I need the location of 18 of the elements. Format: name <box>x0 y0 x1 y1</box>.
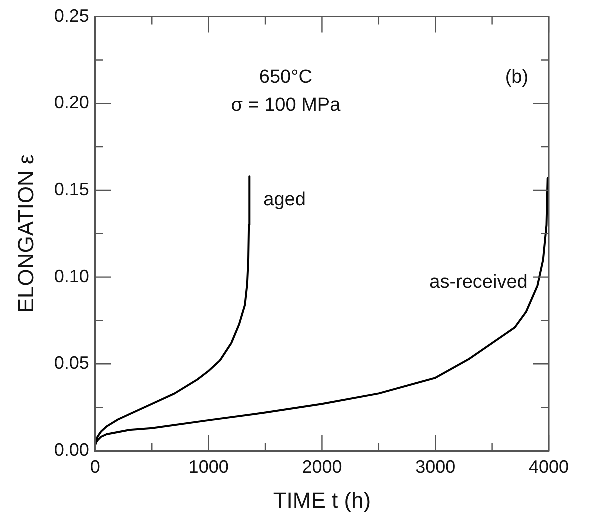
y-tick-label: 0.10 <box>54 266 90 286</box>
series-label: as-received <box>430 272 528 293</box>
x-tick-label: 2000 <box>302 456 342 477</box>
annotation: σ = 100 MPa <box>231 95 342 116</box>
y-tick-label: 0.25 <box>54 6 90 26</box>
x-tick-label: 4000 <box>528 456 570 477</box>
x-tick-label: 0 <box>90 456 100 477</box>
x-tick-label: 3000 <box>416 456 456 477</box>
y-tick-label: 0.05 <box>54 353 90 374</box>
annotation: 650°C <box>259 66 312 88</box>
x-tick-label: 1000 <box>188 456 229 477</box>
y-axis-title: ELONGATION ε <box>13 154 38 314</box>
x-axis-title: TIME t (h) <box>273 488 372 513</box>
annotation: (b) <box>505 66 529 88</box>
y-tick-label: 0.15 <box>54 179 90 200</box>
y-tick-label: 0.00 <box>54 440 90 460</box>
y-tick-label: 0.20 <box>54 92 90 113</box>
series-label: aged <box>264 190 306 211</box>
